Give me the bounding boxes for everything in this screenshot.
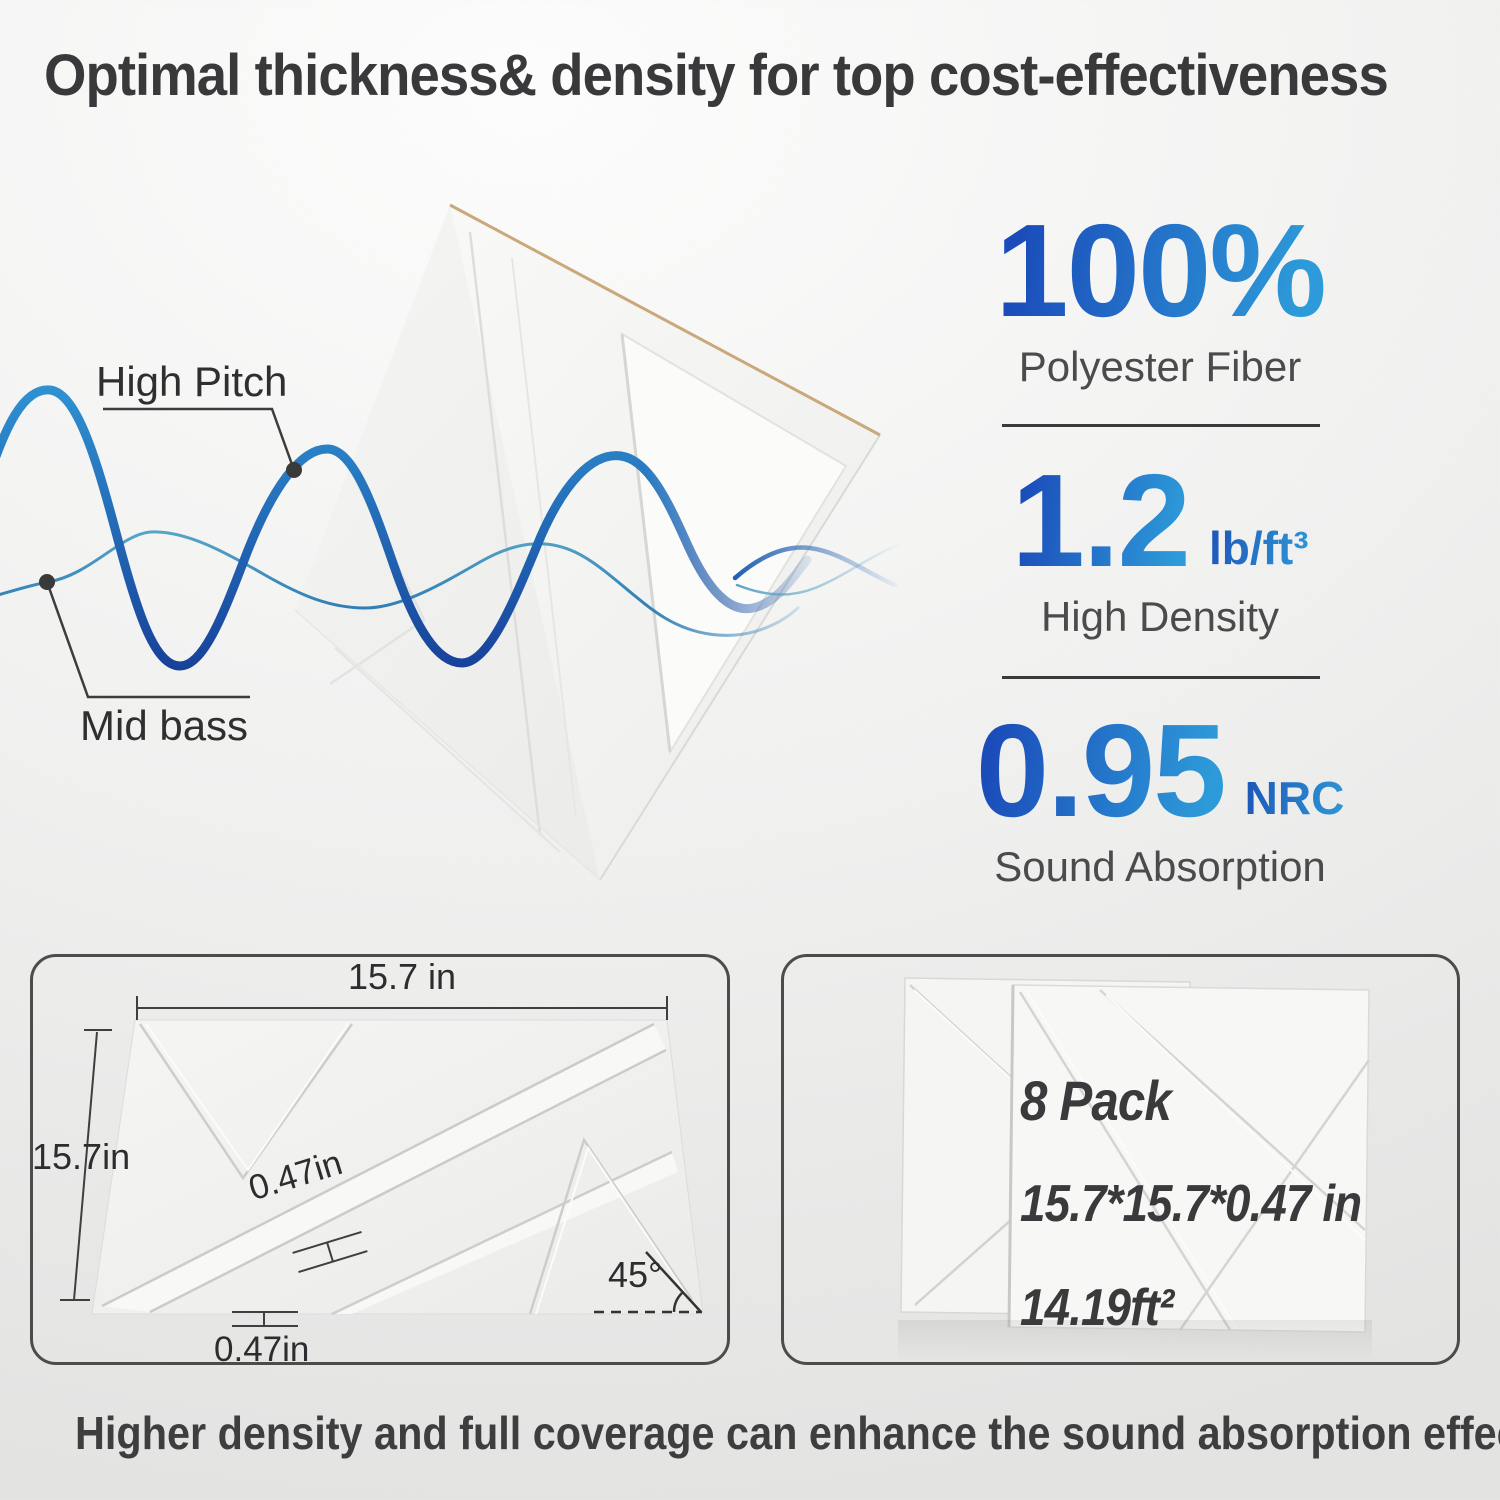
dimension-diagram-box: [30, 954, 730, 1365]
mid-bass-callout: [45, 581, 250, 699]
stat-unit: lb/ft³: [1209, 521, 1309, 591]
panel-edge-tan: [449, 203, 881, 437]
callout-dot-icon: [39, 574, 55, 590]
attenuated-wave: [732, 543, 900, 596]
stat-label: High Density: [1040, 592, 1280, 640]
stat-value: 1.2: [1011, 447, 1190, 594]
stat-value: 100%: [995, 197, 1327, 344]
panel-height-label: 15.7in: [32, 1136, 131, 1177]
bottom-caption: Higher density and full coverage can enh…: [75, 1407, 1500, 1459]
pack-info-box: [781, 954, 1460, 1365]
stat-label: Polyester Fiber: [1018, 342, 1302, 390]
sound-waves: [0, 385, 812, 671]
high-pitch-wave: [0, 385, 812, 671]
coverage-area-label: 14.19ft²: [1020, 1279, 1174, 1337]
stat-value: 0.95: [975, 697, 1227, 844]
panel-size-label: 15.7*15.7*0.47 in: [1020, 1175, 1362, 1233]
panel-width-label: 15.7 in: [347, 956, 457, 997]
mid-bass-label: Mid bass: [80, 702, 249, 749]
stat-polyester-fiber: 100% Polyester Fiber: [950, 197, 1370, 391]
stat-unit: NRC: [1245, 771, 1345, 841]
page-title: Optimal thickness& density for top cost-…: [44, 43, 1389, 108]
stats-divider: [1002, 424, 1320, 427]
callout-dot-icon: [286, 462, 302, 478]
stat-sound-absorption: 0.95 NRC Sound Absorption: [950, 697, 1370, 891]
panel-thickness-label: 0.47in: [214, 1330, 310, 1369]
bevel-angle-label: 45°: [608, 1254, 663, 1295]
acoustic-panel-illustration: [294, 203, 881, 881]
stat-label: Sound Absorption: [994, 842, 1326, 890]
stats-divider: [1002, 676, 1320, 679]
mid-bass-wave: [0, 530, 800, 637]
pack-count-label: 8 Pack: [1020, 1069, 1172, 1132]
high-pitch-label: High Pitch: [96, 358, 288, 405]
high-pitch-callout: [103, 407, 296, 471]
stat-high-density: 1.2 lb/ft³ High Density: [950, 447, 1370, 641]
